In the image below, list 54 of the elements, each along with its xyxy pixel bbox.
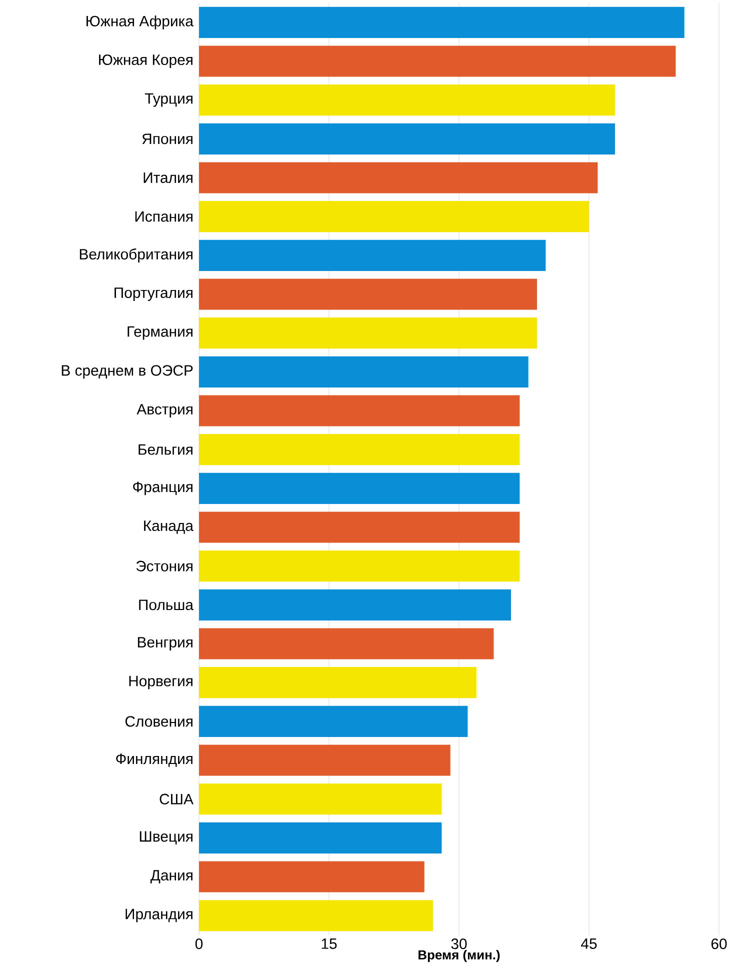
y-tick-label: Канада <box>144 520 194 534</box>
y-tick-label: Германия <box>128 326 192 340</box>
y-tick-label: Норвегия <box>129 676 192 690</box>
y-tick-label: Венгрия <box>138 637 192 650</box>
bar <box>199 861 424 892</box>
y-tick-label: Австрия <box>136 404 192 418</box>
y-tick-label: Дания <box>150 870 192 884</box>
y-tick-label: Япония <box>142 134 192 144</box>
bar <box>199 900 433 932</box>
x-tick-label: 30 <box>451 938 467 950</box>
bar <box>199 123 615 154</box>
y-tick-label: Южная Африка <box>86 15 194 30</box>
bar <box>199 628 494 660</box>
bar <box>199 356 528 388</box>
y-tick-label: Швеция <box>140 831 192 845</box>
bar <box>199 240 546 271</box>
bar <box>199 434 520 466</box>
x-tick-label: 60 <box>711 938 727 950</box>
bar <box>199 550 520 582</box>
y-tick-label: Словения <box>125 716 192 727</box>
bar <box>199 667 476 698</box>
bar <box>199 318 537 349</box>
bar <box>199 706 468 737</box>
bar <box>199 589 511 620</box>
y-tick-label: Польша <box>139 600 194 610</box>
y-tick-label: Франция <box>133 482 192 496</box>
bar <box>199 84 615 116</box>
y-tick-label: Южная Корея <box>99 54 192 68</box>
x-tick-label: 45 <box>581 938 597 949</box>
y-tick-label: В среднем в ОЭСР <box>62 365 193 379</box>
bar <box>199 46 676 77</box>
bar <box>199 744 450 776</box>
y-tick-label: Италия <box>144 172 192 183</box>
bar <box>199 6 684 38</box>
y-tick-label: Португалия <box>114 288 192 301</box>
bar <box>199 512 520 543</box>
y-tick-label: Ирландия <box>126 908 192 922</box>
bar <box>199 162 598 194</box>
x-tick-label: 15 <box>322 938 337 949</box>
y-tick-label: Эстония <box>136 560 192 572</box>
bar <box>199 472 520 504</box>
x-tick-label: 0 <box>195 938 203 950</box>
bar <box>199 278 537 310</box>
y-tick-label: Финляндия <box>116 754 192 767</box>
y-tick-label: Великобритания <box>80 248 192 262</box>
bar <box>199 201 589 232</box>
bar <box>199 395 520 426</box>
bar <box>199 784 442 815</box>
bar <box>199 822 442 854</box>
y-tick-label: США <box>160 794 194 804</box>
y-tick-label: Испания <box>135 211 192 222</box>
x-axis-title: Время (мин.) <box>418 950 500 962</box>
y-tick-label: Турция <box>144 93 192 107</box>
y-tick-label: Бельгия <box>138 444 192 455</box>
